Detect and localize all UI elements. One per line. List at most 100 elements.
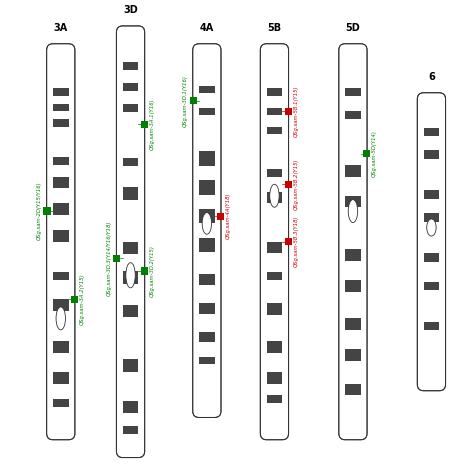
Bar <box>123 359 138 372</box>
Bar <box>266 169 283 177</box>
Bar <box>266 341 283 353</box>
Bar <box>123 103 138 112</box>
Text: QSg.sam-5D(Y14): QSg.sam-5D(Y14) <box>372 130 377 177</box>
Bar <box>424 191 439 199</box>
Bar <box>424 321 439 330</box>
Bar <box>113 255 120 262</box>
Bar <box>71 296 78 303</box>
Bar <box>345 165 361 177</box>
Bar <box>123 271 138 283</box>
Bar <box>266 127 283 135</box>
Bar <box>199 274 215 285</box>
Bar <box>199 357 215 364</box>
Bar <box>53 299 69 311</box>
Bar <box>199 108 215 115</box>
Bar <box>199 86 215 93</box>
Bar <box>266 303 283 315</box>
Bar <box>141 267 148 274</box>
Bar <box>190 97 197 104</box>
Bar <box>53 119 69 127</box>
Bar <box>123 426 138 434</box>
FancyBboxPatch shape <box>117 26 145 457</box>
Bar <box>266 273 283 280</box>
Bar <box>345 280 361 292</box>
Bar <box>53 203 69 215</box>
Bar <box>266 242 283 253</box>
Bar <box>285 181 292 188</box>
Bar <box>199 180 215 194</box>
Bar <box>363 150 370 157</box>
Bar <box>123 242 138 255</box>
Text: QSg.sam-3A.1(Y16): QSg.sam-3A.1(Y16) <box>150 99 155 150</box>
FancyBboxPatch shape <box>193 44 221 418</box>
Bar <box>345 383 361 395</box>
Bar <box>345 319 361 330</box>
Ellipse shape <box>427 219 436 236</box>
Bar <box>217 212 224 220</box>
Text: 5B: 5B <box>267 23 282 33</box>
Text: 3D: 3D <box>123 5 138 15</box>
Bar <box>266 372 283 383</box>
Bar <box>266 108 283 115</box>
Text: 6: 6 <box>428 72 435 82</box>
Bar <box>53 177 69 188</box>
Text: QSg.sam-3D.3(Y14/Y16/Y18): QSg.sam-3D.3(Y14/Y16/Y18) <box>107 221 111 296</box>
Ellipse shape <box>348 200 358 223</box>
Ellipse shape <box>126 263 135 288</box>
Bar <box>199 209 215 223</box>
Bar <box>123 82 138 91</box>
Bar <box>424 213 439 222</box>
Text: QSg.sam-2D(Y15/Y16): QSg.sam-2D(Y15/Y16) <box>37 182 42 240</box>
Bar <box>424 253 439 262</box>
Bar <box>123 187 138 200</box>
Bar <box>53 399 69 407</box>
Bar <box>53 230 69 242</box>
Bar <box>266 395 283 403</box>
Bar <box>199 303 215 314</box>
Bar <box>44 208 51 215</box>
Text: QSg.sam-5B.1(Y15): QSg.sam-5B.1(Y15) <box>293 86 299 137</box>
Text: QSg.sam-5B.2(Y15): QSg.sam-5B.2(Y15) <box>293 158 299 210</box>
Bar <box>123 158 138 166</box>
Bar <box>123 401 138 413</box>
Bar <box>424 282 439 290</box>
Bar <box>285 238 292 246</box>
Bar <box>123 305 138 317</box>
Bar <box>53 104 69 111</box>
Bar <box>141 121 148 128</box>
Bar <box>53 341 69 353</box>
Bar <box>199 151 215 165</box>
Bar <box>53 372 69 383</box>
Text: QSg.sam-5B.3(Y18): QSg.sam-5B.3(Y18) <box>293 216 299 267</box>
FancyBboxPatch shape <box>339 44 367 440</box>
Bar <box>345 111 361 119</box>
Bar <box>53 273 69 280</box>
Bar <box>53 157 69 165</box>
Bar <box>285 108 292 115</box>
Ellipse shape <box>202 212 211 234</box>
Text: QSg.sam-3D.2(Y15): QSg.sam-3D.2(Y15) <box>150 245 155 297</box>
Ellipse shape <box>56 307 65 330</box>
Text: QSg.sam-4A(Y18): QSg.sam-4A(Y18) <box>226 193 231 239</box>
Bar <box>266 192 283 203</box>
Bar <box>424 150 439 159</box>
Text: 4A: 4A <box>200 23 214 33</box>
Text: 5D: 5D <box>346 23 360 33</box>
Text: 3A: 3A <box>54 23 68 33</box>
Bar <box>345 196 361 207</box>
Bar <box>266 89 283 96</box>
FancyBboxPatch shape <box>46 44 75 440</box>
Bar <box>123 62 138 70</box>
FancyBboxPatch shape <box>417 93 446 391</box>
Bar <box>53 89 69 96</box>
Bar <box>345 349 361 361</box>
Text: QSg.sam-3A.2(Y15): QSg.sam-3A.2(Y15) <box>80 273 85 325</box>
Bar <box>199 238 215 252</box>
Bar <box>345 89 361 96</box>
Bar <box>424 128 439 136</box>
FancyBboxPatch shape <box>260 44 289 440</box>
Bar <box>199 332 215 343</box>
Bar <box>345 249 361 261</box>
Ellipse shape <box>270 184 279 207</box>
Text: QSg.sam-3D.1(Y16): QSg.sam-3D.1(Y16) <box>183 75 188 127</box>
